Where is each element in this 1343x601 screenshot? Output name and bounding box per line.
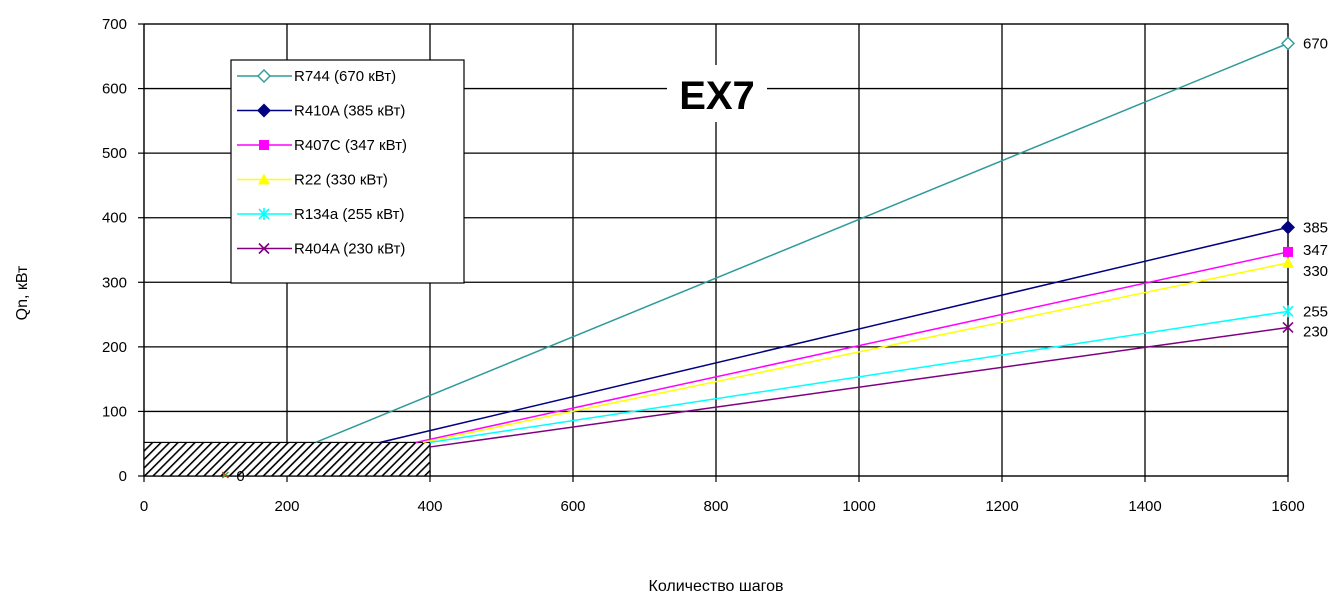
x-tick-label: 400 (417, 498, 442, 515)
stray-label-text: 0 (236, 468, 244, 485)
data-label: 230 (1303, 323, 1328, 340)
x-tick-label: 1400 (1128, 498, 1161, 515)
x-tick-label: 600 (560, 498, 585, 515)
series-line (429, 326, 1289, 448)
chart-title: EX7 (679, 74, 755, 118)
y-tick-label: 600 (102, 81, 127, 98)
legend-marker (257, 103, 271, 118)
series-end-marker (1281, 220, 1295, 235)
legend-marker (258, 208, 270, 220)
series-line (429, 310, 1289, 444)
series-1 (315, 36, 1295, 444)
legend-entry: R22 (330 кВт) (237, 172, 388, 189)
data-label: 385 (1303, 219, 1328, 236)
series-end-marker (1281, 36, 1295, 51)
series-end-marker (1283, 246, 1293, 257)
x-axis-title: Количество шагов (649, 578, 784, 595)
series-2 (379, 220, 1295, 444)
series-line (422, 262, 1289, 444)
series-line (415, 251, 1289, 444)
legend: R744 (670 кВт) R410A (385 кВт) R407C (347 … (230, 59, 465, 284)
legend-label: R410A (385 кВт) (294, 103, 405, 120)
y-axis-title: Qn, кВт (14, 265, 31, 320)
legend-marker (257, 69, 271, 83)
x-tick-label: 1000 (842, 498, 875, 515)
y-tick-label: 700 (102, 16, 127, 33)
legend-marker (259, 140, 269, 150)
legend-label: R404A (230 кВт) (294, 241, 405, 258)
x-tick-label: 200 (274, 498, 299, 515)
data-label: 670 (1303, 35, 1328, 52)
legend-entry: R744 (670 кВт) (237, 68, 396, 85)
y-tick-label: 500 (102, 145, 127, 162)
legend-label: R134a (255 кВт) (294, 206, 405, 223)
series-line (379, 226, 1289, 444)
legend-entry: R407C (347 кВт) (237, 137, 407, 154)
series-line (315, 42, 1289, 444)
series-end-marker (1282, 321, 1294, 334)
hatched-region-rect (143, 441, 431, 477)
chart-title-box: EX7 (667, 65, 767, 122)
x-tick-label: 800 (703, 498, 728, 515)
series-end-marker (1282, 305, 1294, 318)
data-label: 255 (1303, 303, 1328, 320)
data-label: 347 (1303, 242, 1328, 259)
y-tick-label: 100 (102, 403, 127, 420)
x-tick-label: 1600 (1271, 498, 1304, 515)
legend-marker (258, 242, 270, 255)
legend-label: R407C (347 кВт) (294, 137, 407, 154)
series-end-marker (1282, 256, 1294, 268)
x-tick-label: 1200 (985, 498, 1018, 515)
legend-entry: R404A (230 кВт) (237, 241, 405, 258)
series-4 (422, 256, 1294, 444)
end-labels: 670 385 347 330 255 230 0 (221, 35, 1328, 485)
y-tick-label: 300 (102, 274, 127, 291)
legend-entry: R410A (385 кВт) (237, 103, 405, 120)
x-tick-label: 0 (140, 498, 148, 515)
legend-marker (258, 173, 270, 185)
series-3 (415, 246, 1293, 444)
y-tick-label: 0 (119, 468, 127, 485)
tick-labels: 0 200 400 600 800 1000 1200 1400 1600 0 100 200 300 4… (102, 16, 1305, 515)
legend-label: R22 (330 кВт) (294, 172, 388, 189)
series-6 (429, 321, 1294, 448)
legend-entry: R134a (255 кВт) (237, 206, 405, 223)
hatched-region (143, 441, 431, 477)
series-5 (429, 305, 1294, 444)
data-label: 330 (1303, 263, 1328, 280)
y-tick-label: 200 (102, 339, 127, 356)
legend-label: R744 (670 кВт) (294, 68, 396, 85)
stray-origin-label: 0 (221, 468, 245, 485)
series-layer (315, 36, 1295, 448)
y-tick-label: 400 (102, 210, 127, 227)
